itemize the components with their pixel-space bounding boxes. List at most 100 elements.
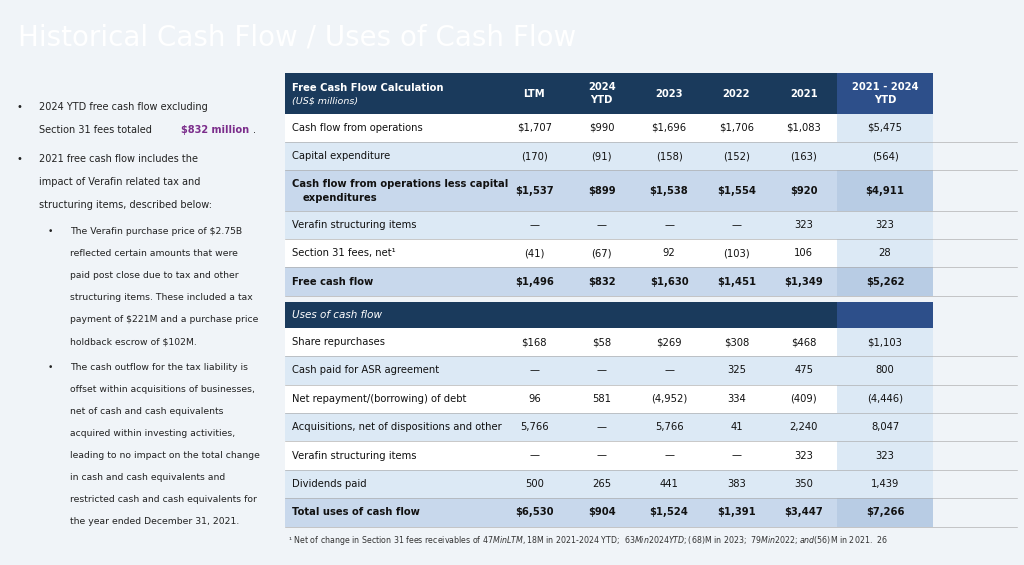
Text: —: — [529, 451, 540, 460]
Bar [635, 73, 702, 114]
Text: Cash paid for ASR agreement: Cash paid for ASR agreement [292, 366, 439, 376]
Text: 350: 350 [795, 479, 813, 489]
Text: the year ended December 31, 2021.: the year ended December 31, 2021. [70, 517, 240, 526]
Bar [770, 267, 838, 296]
Text: $1,696: $1,696 [651, 123, 687, 133]
Bar [568, 239, 635, 267]
Bar [770, 441, 838, 470]
Bar [501, 302, 568, 328]
Text: YTD: YTD [873, 95, 896, 106]
Text: —: — [529, 220, 540, 230]
Bar [635, 239, 702, 267]
Text: impact of Verafin related tax and: impact of Verafin related tax and [39, 177, 201, 187]
Text: (564): (564) [871, 151, 898, 161]
Bar [501, 441, 568, 470]
Text: (158): (158) [655, 151, 682, 161]
Bar [838, 239, 933, 267]
Bar [568, 267, 635, 296]
Bar [770, 328, 838, 357]
Bar [568, 498, 635, 527]
Text: $1,391: $1,391 [717, 507, 756, 518]
Bar [635, 171, 702, 211]
Bar [702, 142, 770, 171]
Text: acquired within investing activities,: acquired within investing activities, [70, 429, 236, 438]
Text: 5,766: 5,766 [654, 422, 683, 432]
Text: $7,266: $7,266 [866, 507, 904, 518]
Bar [285, 441, 501, 470]
Bar [635, 142, 702, 171]
Text: (170): (170) [521, 151, 548, 161]
Text: 581: 581 [592, 394, 611, 404]
Text: 323: 323 [795, 451, 813, 460]
Text: Cash flow from operations: Cash flow from operations [292, 123, 423, 133]
Text: 1,439: 1,439 [870, 479, 899, 489]
Bar [702, 385, 770, 413]
Bar [568, 357, 635, 385]
Text: reflected certain amounts that were: reflected certain amounts that were [70, 249, 238, 258]
Bar [501, 211, 568, 239]
Text: 475: 475 [795, 366, 813, 376]
Bar [501, 267, 568, 296]
Bar [635, 385, 702, 413]
Text: Cash flow from operations less capital: Cash flow from operations less capital [292, 179, 508, 189]
Text: Section 31 fees totaled: Section 31 fees totaled [39, 125, 155, 136]
Bar [285, 239, 501, 267]
Text: ¹ Net of change in Section 31 fees receivables of $47M in LTM,  $18M in 2021-202: ¹ Net of change in Section 31 fees recei… [289, 534, 889, 547]
Text: Uses of cash flow: Uses of cash flow [292, 310, 382, 320]
Text: $990: $990 [589, 123, 614, 133]
Text: —: — [529, 366, 540, 376]
Text: The Verafin purchase price of $2.75B: The Verafin purchase price of $2.75B [70, 227, 242, 236]
Text: $1,349: $1,349 [784, 277, 823, 286]
Text: (163): (163) [791, 151, 817, 161]
Bar [838, 302, 933, 328]
Bar [635, 357, 702, 385]
Text: Share repurchases: Share repurchases [292, 337, 385, 347]
Bar [702, 267, 770, 296]
Bar [568, 73, 635, 114]
Text: $468: $468 [792, 337, 816, 347]
Text: 325: 325 [727, 366, 745, 376]
Bar [635, 267, 702, 296]
Bar [838, 73, 933, 114]
Bar [501, 413, 568, 441]
Text: net of cash and cash equivalents: net of cash and cash equivalents [70, 407, 223, 416]
Bar [635, 211, 702, 239]
Text: (4,446): (4,446) [867, 394, 903, 404]
Text: $5,262: $5,262 [866, 277, 904, 286]
Text: $1,537: $1,537 [515, 186, 554, 195]
Text: 5,766: 5,766 [520, 422, 549, 432]
Bar [285, 142, 501, 171]
Text: Acquisitions, net of dispositions and other: Acquisitions, net of dispositions and ot… [292, 422, 502, 432]
Text: Historical Cash Flow / Uses of Cash Flow: Historical Cash Flow / Uses of Cash Flow [18, 23, 577, 51]
Bar [285, 357, 501, 385]
Text: $269: $269 [656, 337, 682, 347]
Bar [838, 114, 933, 142]
Text: 106: 106 [795, 248, 813, 258]
Text: Dividends paid: Dividends paid [292, 479, 367, 489]
Bar [770, 171, 838, 211]
Text: paid post close due to tax and other: paid post close due to tax and other [70, 271, 239, 280]
Text: 323: 323 [876, 220, 895, 230]
Bar [838, 357, 933, 385]
Bar [770, 357, 838, 385]
Text: $1,103: $1,103 [867, 337, 902, 347]
Bar [770, 114, 838, 142]
Bar [838, 470, 933, 498]
Text: 500: 500 [525, 479, 544, 489]
Bar [285, 385, 501, 413]
Bar [702, 357, 770, 385]
Bar [501, 114, 568, 142]
Bar [838, 413, 933, 441]
Text: —: — [664, 451, 674, 460]
Text: —: — [597, 422, 606, 432]
Bar [285, 328, 501, 357]
Bar [501, 171, 568, 211]
Text: —: — [731, 451, 741, 460]
Bar [285, 171, 501, 211]
Text: 383: 383 [727, 479, 745, 489]
Bar [702, 73, 770, 114]
Text: $3,447: $3,447 [784, 507, 823, 518]
Text: •: • [16, 102, 23, 112]
Text: Capital expenditure: Capital expenditure [292, 151, 390, 161]
Text: Free Cash Flow Calculation: Free Cash Flow Calculation [292, 82, 443, 93]
